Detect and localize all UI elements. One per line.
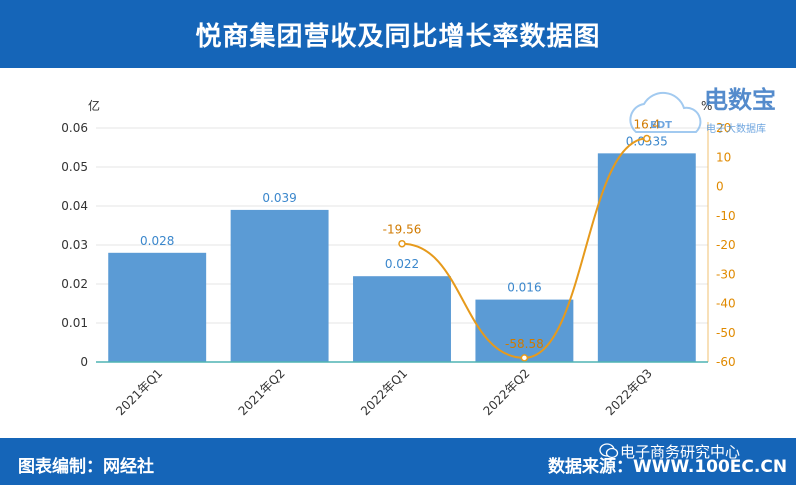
y-right-tick-label: 0 bbox=[716, 180, 724, 194]
line-point bbox=[398, 239, 406, 248]
wechat-icon bbox=[599, 443, 619, 459]
y-right-tick-label: -50 bbox=[716, 326, 736, 340]
x-tick-label: 2022年Q1 bbox=[358, 366, 410, 418]
bar-value-label: 0.039 bbox=[262, 191, 296, 205]
growth-rate-line bbox=[401, 137, 647, 359]
bar-value-label: 0.016 bbox=[507, 281, 541, 295]
line-value-label: -19.56 bbox=[383, 223, 422, 237]
watermark-subtext: 电子大数据库 bbox=[706, 122, 766, 135]
y-left-tick-label: 0.04 bbox=[61, 199, 88, 213]
y-left-tick-label: 0 bbox=[80, 355, 88, 369]
footer-credit: 图表编制：网经社 bbox=[18, 457, 154, 477]
watermark-text: 电数宝 bbox=[704, 86, 776, 114]
x-tick-label: 2021年Q2 bbox=[236, 366, 288, 418]
line-point bbox=[520, 354, 529, 362]
footer-source: 数据来源：WWW.100EC.CN bbox=[548, 457, 788, 477]
y-right-tick-label: -30 bbox=[716, 267, 736, 281]
y-left-unit: 亿 bbox=[88, 98, 100, 113]
y-right-tick-label: -20 bbox=[716, 238, 736, 252]
line-point bbox=[643, 134, 651, 143]
bar-value-label: 0.028 bbox=[140, 234, 174, 248]
y-left-tick-label: 0.05 bbox=[61, 160, 88, 174]
watermark-logo-text: EDT bbox=[650, 120, 672, 131]
bar bbox=[597, 153, 696, 362]
bar bbox=[108, 252, 207, 362]
y-right-tick-label: 10 bbox=[716, 150, 731, 164]
line-value-label: -58.58 bbox=[505, 337, 544, 351]
y-left-tick-label: 0.02 bbox=[61, 277, 88, 291]
y-right-unit: % bbox=[701, 99, 712, 113]
x-tick-label: 2021年Q1 bbox=[113, 366, 165, 418]
bar bbox=[475, 299, 574, 362]
line-series: -19.56 -58.58 16.4 bbox=[383, 118, 660, 362]
bar-value-label: 0.022 bbox=[385, 257, 419, 271]
footer-bar: 图表编制：网经社 数据来源：WWW.100EC.CN bbox=[0, 438, 796, 485]
y-left-tick-label: 0.06 bbox=[61, 121, 88, 135]
y-right-tick-label: 20 bbox=[716, 121, 731, 135]
bar bbox=[353, 276, 451, 362]
wechat-account: 电子商务研究中心 bbox=[620, 443, 741, 461]
line-value-label: 16.4 bbox=[633, 118, 660, 132]
x-tick-label: 2022年Q3 bbox=[603, 366, 655, 418]
y-left-tick-label: 0.03 bbox=[61, 238, 88, 252]
y-left-tick-label: 0.01 bbox=[61, 316, 88, 330]
y-right-tick-label: -10 bbox=[716, 209, 736, 223]
x-tick-label: 2022年Q2 bbox=[480, 366, 532, 418]
chart-title-banner: 悦商集团营收及同比增长率数据图 bbox=[0, 0, 796, 68]
y-right-tick-label: -40 bbox=[716, 297, 736, 311]
y-right-tick-label: -60 bbox=[716, 355, 736, 369]
chart-title: 悦商集团营收及同比增长率数据图 bbox=[195, 21, 601, 52]
bar bbox=[230, 209, 329, 362]
cloud-icon bbox=[629, 91, 702, 133]
